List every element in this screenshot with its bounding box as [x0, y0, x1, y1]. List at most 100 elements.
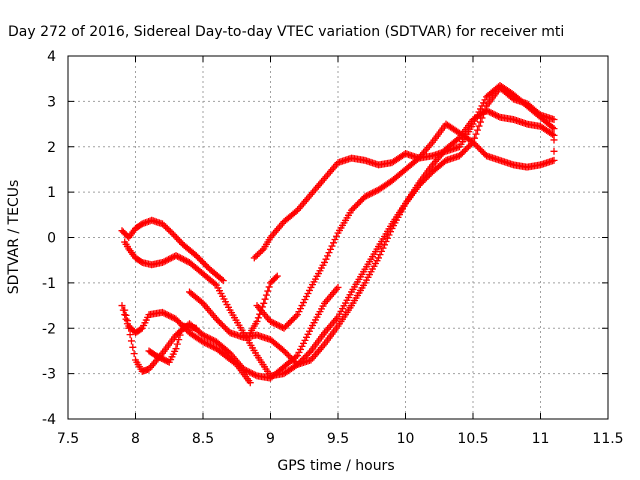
data-point-marker: [303, 351, 310, 359]
data-point-marker: [465, 143, 472, 151]
data-point-marker: [417, 180, 424, 188]
data-point-marker: [223, 326, 231, 334]
data-point-marker: [477, 118, 484, 126]
data-point-marker: [130, 350, 138, 358]
data-point-marker: [484, 107, 492, 115]
data-point-marker: [279, 323, 286, 331]
data-point-marker: [289, 356, 297, 364]
data-point-marker: [265, 283, 273, 291]
data-point-marker: [271, 320, 279, 328]
data-point-marker: [459, 149, 466, 157]
data-point-marker: [210, 336, 217, 344]
series-track-6: [186, 84, 558, 369]
data-point-marker: [207, 335, 214, 343]
x-tick-label: 8: [131, 431, 140, 447]
data-point-marker: [152, 351, 160, 359]
data-point-marker: [367, 190, 375, 198]
data-point-marker: [122, 311, 130, 319]
data-point-marker: [250, 370, 258, 378]
data-point-marker: [358, 196, 366, 204]
data-point-marker: [462, 146, 469, 154]
data-point-marker: [255, 249, 263, 257]
data-point-marker: [415, 181, 423, 189]
data-point-marker: [253, 251, 261, 259]
data-point-marker: [198, 298, 205, 306]
data-point-marker: [208, 342, 216, 350]
series-track-4: [121, 306, 254, 387]
data-point-marker: [163, 256, 171, 264]
data-point-marker: [219, 321, 226, 329]
data-point-marker: [471, 140, 478, 148]
x-tick-label: 9: [266, 431, 275, 447]
data-point-marker: [474, 126, 481, 134]
data-point-marker: [481, 106, 489, 114]
data-point-marker: [370, 188, 378, 196]
data-point-marker: [162, 257, 169, 265]
data-point-marker: [165, 311, 172, 319]
data-point-marker: [550, 125, 558, 133]
data-point-marker: [549, 130, 556, 138]
data-point-marker: [292, 353, 300, 361]
data-point-marker: [292, 312, 300, 320]
data-point-marker: [306, 327, 313, 335]
grid-lines: [68, 56, 608, 419]
y-tick-label: -4: [42, 412, 56, 428]
data-point-marker: [387, 228, 394, 236]
data-point-marker: [475, 108, 483, 116]
data-point-marker: [123, 317, 131, 325]
data-point-marker: [424, 172, 432, 180]
data-point-marker: [382, 238, 390, 246]
data-point-marker: [304, 330, 312, 338]
data-point-marker: [162, 310, 169, 318]
data-point-marker: [354, 200, 361, 208]
data-point-marker: [385, 231, 393, 239]
data-point-marker: [328, 242, 336, 250]
data-point-marker: [207, 342, 214, 350]
data-point-marker: [202, 333, 210, 341]
data-point-marker: [192, 324, 200, 332]
data-point-marker: [460, 147, 468, 155]
data-point-marker: [172, 252, 180, 260]
data-point-marker: [169, 314, 177, 322]
data-point-marker: [156, 354, 164, 362]
series-track-9: [253, 81, 558, 332]
data-point-marker: [357, 197, 364, 205]
data-point-marker: [213, 315, 220, 323]
x-tick-label: 7.5: [57, 431, 79, 447]
data-point-marker: [201, 261, 209, 269]
data-point-marker: [471, 117, 478, 125]
data-point-marker: [283, 321, 291, 329]
data-point-marker: [298, 302, 306, 310]
data-point-marker: [480, 99, 487, 107]
data-point-marker: [246, 368, 253, 376]
data-point-marker: [219, 277, 227, 285]
data-point-marker: [297, 305, 304, 313]
data-point-marker: [273, 272, 281, 280]
data-point-marker: [495, 113, 502, 120]
y-tick-label: 0: [47, 231, 56, 247]
data-point-marker: [364, 191, 372, 199]
data-point-marker: [211, 280, 219, 288]
data-point-marker: [203, 262, 211, 270]
data-point-marker: [246, 379, 254, 387]
series-track-8: [250, 120, 558, 262]
data-point-marker: [489, 109, 496, 117]
data-point-marker: [300, 339, 307, 347]
data-point-marker: [303, 333, 310, 341]
data-point-marker: [306, 286, 313, 294]
data-point-marker: [204, 333, 211, 341]
data-point-marker: [363, 192, 370, 200]
data-point-marker: [334, 283, 342, 291]
data-point-marker: [205, 334, 213, 342]
data-point-marker: [264, 287, 272, 295]
data-point-marker: [457, 150, 465, 158]
data-point-marker: [480, 110, 487, 118]
data-point-marker: [249, 370, 256, 378]
data-point-marker: [477, 105, 484, 113]
data-point-marker: [418, 178, 426, 186]
data-point-marker: [351, 203, 358, 211]
y-tick-label: 4: [47, 49, 56, 65]
data-point-marker: [294, 311, 301, 319]
data-point-marker: [322, 255, 330, 263]
data-point-marker: [252, 252, 260, 260]
